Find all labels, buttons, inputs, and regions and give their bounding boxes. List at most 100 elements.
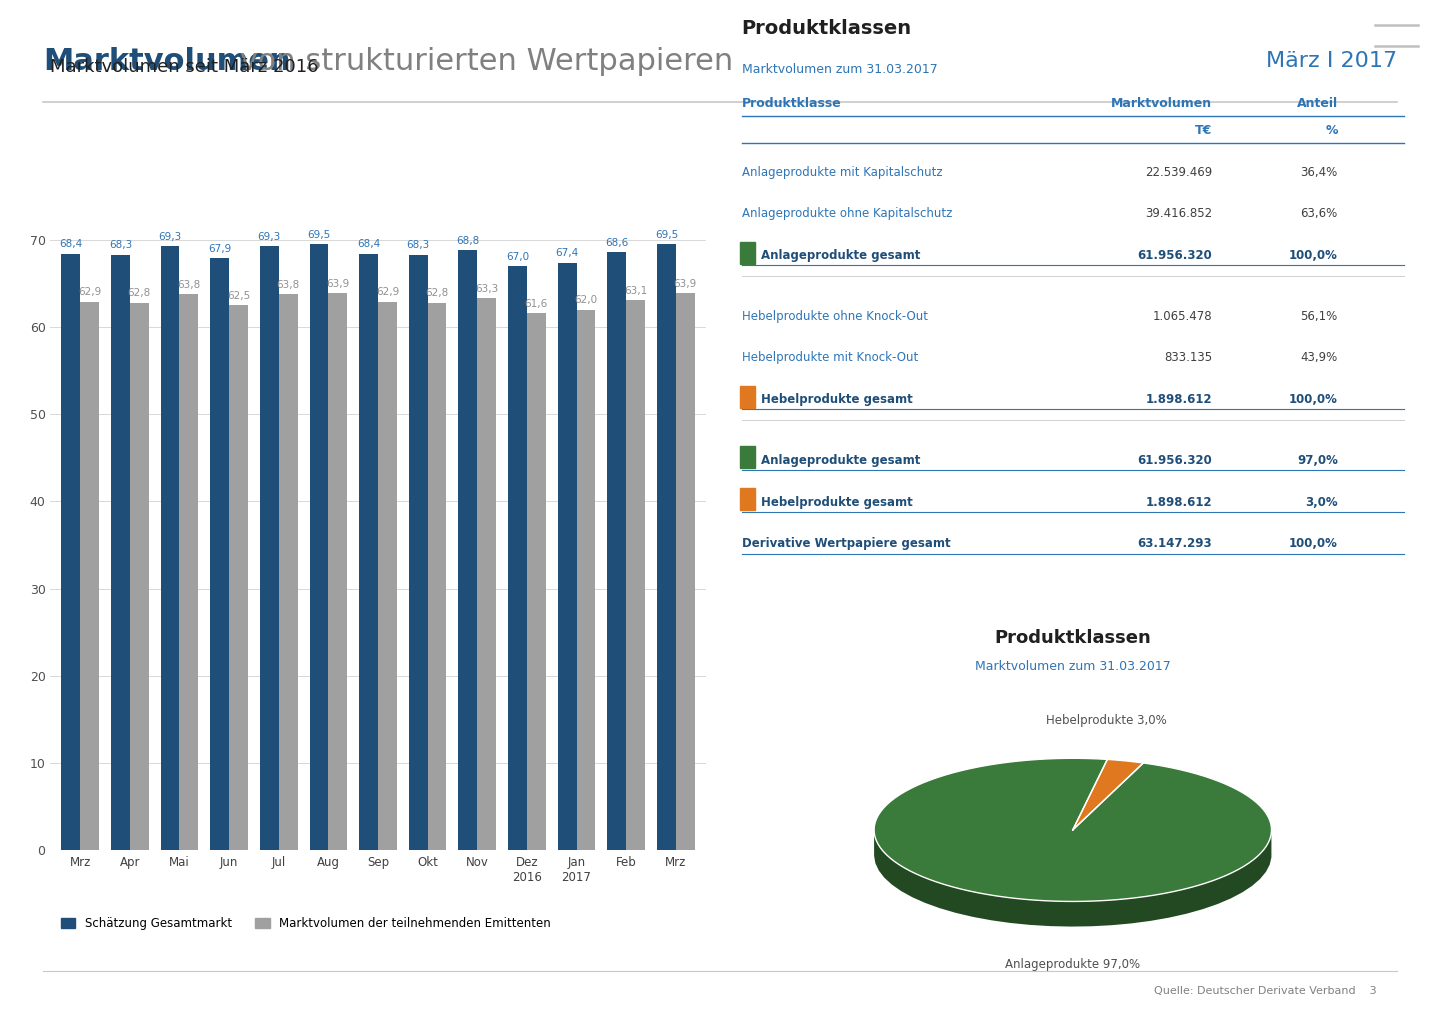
Polygon shape (1073, 759, 1143, 830)
Text: 39.416.852: 39.416.852 (1145, 208, 1212, 220)
Text: März I 2017: März I 2017 (1266, 51, 1397, 71)
Text: 63,1: 63,1 (624, 286, 647, 295)
Text: 62,8: 62,8 (425, 288, 449, 298)
Bar (328, 293, 347, 850)
Bar (477, 298, 497, 850)
Text: Hebelprodukte ohne Knock-Out: Hebelprodukte ohne Knock-Out (742, 309, 927, 323)
Text: Hebelprodukte gesamt: Hebelprodukte gesamt (762, 496, 913, 509)
Text: 68,4: 68,4 (59, 239, 82, 249)
Text: 68,4: 68,4 (357, 239, 380, 249)
Text: 68,3: 68,3 (406, 240, 429, 250)
Text: 1.898.612: 1.898.612 (1145, 393, 1212, 406)
Text: 100,0%: 100,0% (1289, 538, 1338, 551)
Text: 69,5: 69,5 (307, 230, 331, 240)
Text: 43,9%: 43,9% (1300, 351, 1338, 364)
Bar (130, 302, 148, 850)
Text: 100,0%: 100,0% (1289, 249, 1338, 262)
Text: Marktvolumen seit März 2016: Marktvolumen seit März 2016 (50, 58, 318, 76)
Text: 61.956.320: 61.956.320 (1138, 249, 1212, 262)
Text: 69,3: 69,3 (158, 232, 181, 241)
Text: 69,5: 69,5 (655, 230, 678, 240)
Polygon shape (874, 831, 1272, 926)
Text: 3,0%: 3,0% (1305, 496, 1338, 509)
FancyBboxPatch shape (740, 386, 755, 408)
Text: Anlageprodukte gesamt: Anlageprodukte gesamt (762, 454, 920, 467)
Bar (409, 254, 428, 850)
FancyBboxPatch shape (740, 241, 755, 264)
Text: Marktvolumen zum 31.03.2017: Marktvolumen zum 31.03.2017 (742, 62, 937, 75)
Text: Anlageprodukte gesamt: Anlageprodukte gesamt (762, 249, 920, 262)
Text: 68,8: 68,8 (456, 236, 480, 246)
Text: 67,0: 67,0 (505, 251, 528, 262)
Bar (626, 300, 645, 850)
Bar (161, 246, 180, 850)
Bar (527, 314, 546, 850)
Text: 833.135: 833.135 (1164, 351, 1212, 364)
Bar (62, 253, 81, 850)
Bar (279, 294, 298, 850)
Bar (379, 301, 397, 850)
Bar (111, 254, 130, 850)
Bar (576, 309, 595, 850)
Text: Hebelprodukte gesamt: Hebelprodukte gesamt (762, 393, 913, 406)
Text: Anteil: Anteil (1296, 98, 1338, 110)
Bar (657, 244, 675, 850)
Bar (675, 293, 694, 850)
Bar (508, 266, 527, 850)
FancyBboxPatch shape (740, 488, 755, 510)
Text: Hebelprodukte mit Knock-Out: Hebelprodukte mit Knock-Out (742, 351, 917, 364)
Text: Marktvolumen: Marktvolumen (1110, 98, 1212, 110)
Text: Anlageprodukte 97,0%: Anlageprodukte 97,0% (1005, 958, 1140, 970)
Polygon shape (874, 758, 1272, 901)
Text: 68,6: 68,6 (605, 238, 628, 247)
Text: Produktklassen: Produktklassen (995, 629, 1151, 646)
Text: Anlageprodukte mit Kapitalschutz: Anlageprodukte mit Kapitalschutz (742, 166, 942, 178)
Text: 36,4%: 36,4% (1300, 166, 1338, 178)
Text: 63.147.293: 63.147.293 (1138, 538, 1212, 551)
Bar (180, 294, 199, 850)
Text: Anlageprodukte ohne Kapitalschutz: Anlageprodukte ohne Kapitalschutz (742, 208, 952, 220)
Text: Marktvolumen zum 31.03.2017: Marktvolumen zum 31.03.2017 (975, 660, 1171, 673)
Text: 62,8: 62,8 (128, 288, 151, 298)
Text: %: % (1325, 123, 1338, 136)
FancyBboxPatch shape (740, 446, 755, 468)
Text: 68,3: 68,3 (109, 240, 132, 250)
Text: 22.539.469: 22.539.469 (1145, 166, 1212, 178)
Text: Produktklassen: Produktklassen (742, 19, 912, 38)
Bar (557, 263, 576, 850)
Bar (608, 252, 626, 850)
Text: Derivative Wertpapiere gesamt: Derivative Wertpapiere gesamt (742, 538, 950, 551)
Text: 100,0%: 100,0% (1289, 393, 1338, 406)
Text: 63,6%: 63,6% (1300, 208, 1338, 220)
Text: 1.065.478: 1.065.478 (1152, 309, 1212, 323)
Text: Hebelprodukte 3,0%: Hebelprodukte 3,0% (1045, 715, 1166, 727)
Text: 69,3: 69,3 (258, 232, 281, 241)
Text: T€: T€ (1195, 123, 1212, 136)
Text: 62,5: 62,5 (228, 291, 251, 301)
Text: 63,9: 63,9 (327, 279, 350, 289)
Bar (259, 246, 279, 850)
Text: 61.956.320: 61.956.320 (1138, 454, 1212, 467)
Text: 62,9: 62,9 (376, 287, 399, 297)
Text: Produktklasse: Produktklasse (742, 98, 841, 110)
Bar (229, 305, 248, 850)
Text: 61,6: 61,6 (524, 298, 549, 308)
Text: 63,3: 63,3 (475, 284, 498, 294)
Bar (310, 244, 328, 850)
Text: 63,9: 63,9 (674, 279, 697, 289)
Text: 63,8: 63,8 (177, 280, 200, 289)
Text: 62,9: 62,9 (78, 287, 101, 297)
Bar (81, 301, 99, 850)
Bar (210, 259, 229, 850)
Text: 97,0%: 97,0% (1297, 454, 1338, 467)
Bar (428, 302, 446, 850)
Text: von strukturierten Wertpapieren: von strukturierten Wertpapieren (230, 47, 733, 75)
Legend: Schätzung Gesamtmarkt, Marktvolumen der teilnehmenden Emittenten: Schätzung Gesamtmarkt, Marktvolumen der … (56, 912, 556, 935)
Text: Quelle: Deutscher Derivate Verband    3: Quelle: Deutscher Derivate Verband 3 (1153, 985, 1377, 996)
Bar (359, 253, 377, 850)
Text: 63,8: 63,8 (276, 280, 300, 289)
Text: 56,1%: 56,1% (1300, 309, 1338, 323)
Text: 67,9: 67,9 (207, 244, 232, 253)
Bar (458, 250, 477, 850)
Text: 1.898.612: 1.898.612 (1145, 496, 1212, 509)
